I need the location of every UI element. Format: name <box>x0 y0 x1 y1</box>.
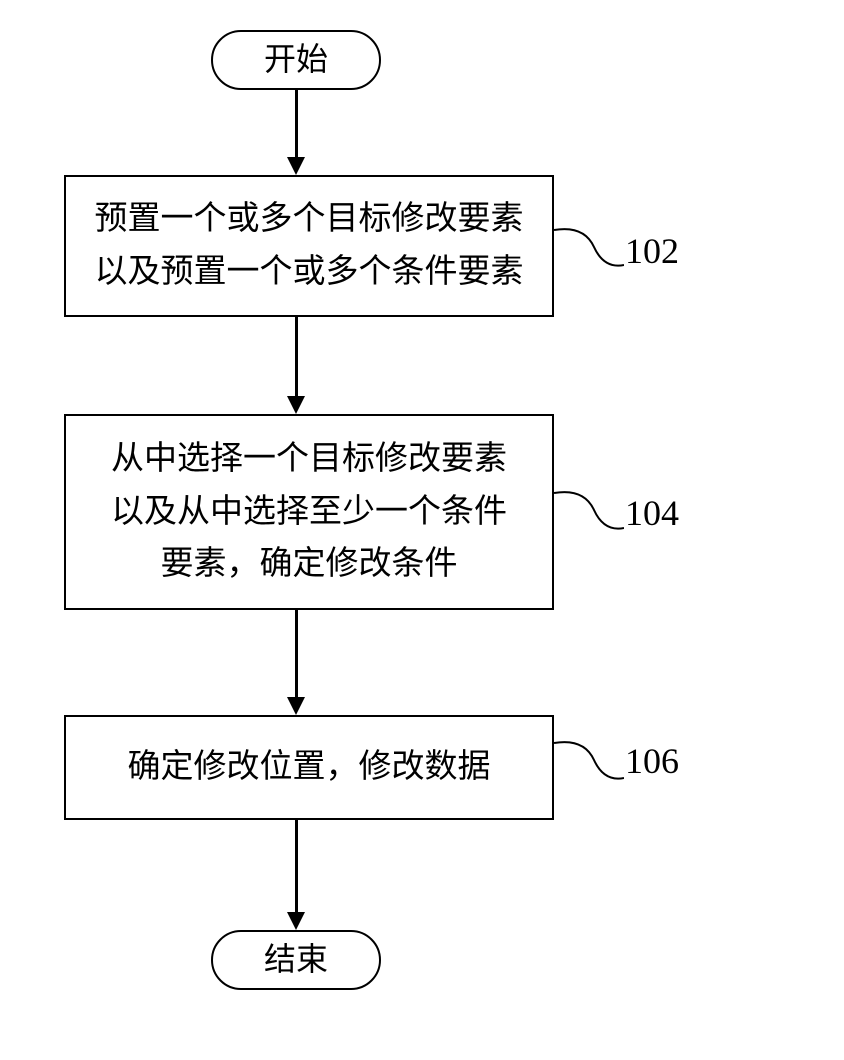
step1-text: 预置一个或多个目标修改要素 以及预置一个或多个条件要素 <box>95 193 524 299</box>
arrow-1 <box>295 90 298 157</box>
arrow-4-head <box>287 912 305 930</box>
connector-3 <box>554 738 624 783</box>
label-104: 104 <box>625 492 679 534</box>
step3-node: 确定修改位置，修改数据 <box>64 715 554 820</box>
end-node: 结束 <box>211 930 381 990</box>
step3-text: 确定修改位置，修改数据 <box>128 741 491 794</box>
arrow-1-head <box>287 157 305 175</box>
label-106: 106 <box>625 740 679 782</box>
step2-text: 从中选择一个目标修改要素 以及从中选择至少一个条件 要素，确定修改条件 <box>111 433 507 591</box>
label-102: 102 <box>625 230 679 272</box>
end-text: 结束 <box>264 934 328 985</box>
start-node: 开始 <box>211 30 381 90</box>
arrow-3-head <box>287 697 305 715</box>
connector-1 <box>554 225 624 270</box>
arrow-2-head <box>287 396 305 414</box>
arrow-4 <box>295 820 298 912</box>
connector-2 <box>554 488 624 533</box>
start-text: 开始 <box>264 34 328 85</box>
step1-node: 预置一个或多个目标修改要素 以及预置一个或多个条件要素 <box>64 175 554 317</box>
arrow-3 <box>295 610 298 697</box>
arrow-2 <box>295 317 298 396</box>
step2-node: 从中选择一个目标修改要素 以及从中选择至少一个条件 要素，确定修改条件 <box>64 414 554 610</box>
